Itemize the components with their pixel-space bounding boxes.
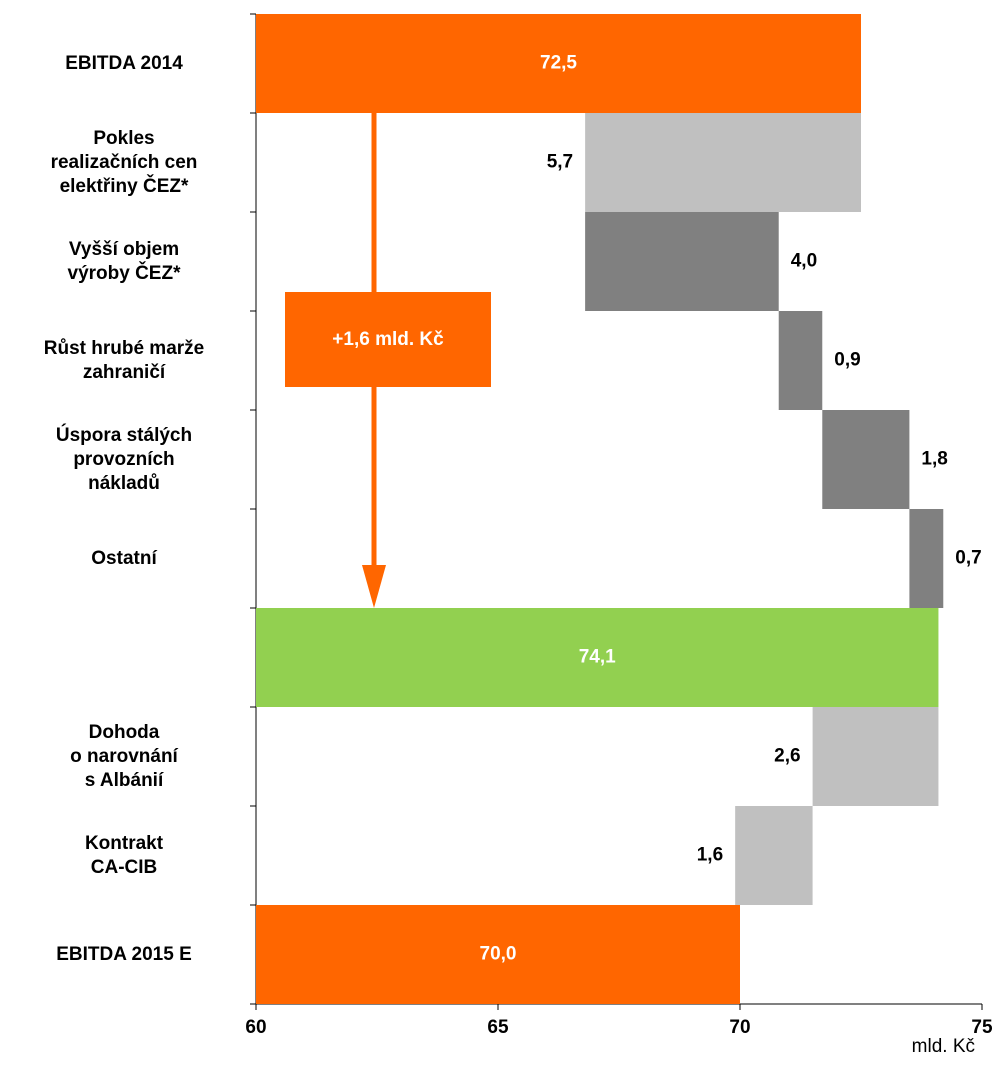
value-label: 70,0 (480, 944, 517, 965)
bar (812, 707, 939, 806)
value-label: 1,6 (697, 845, 723, 866)
x-axis-label: mld. Kč (912, 1036, 975, 1057)
value-label: 1,8 (921, 449, 947, 470)
category-label: Pokles realizačních cen elektřiny ČEZ* (50, 127, 198, 197)
category-label: Růst hrubé marže zahraničí (43, 337, 205, 383)
category-label: Ostatní (91, 547, 157, 569)
bar (256, 608, 939, 707)
category-label: Vyšší objem výroby ČEZ* (67, 238, 181, 284)
annotation-text: +1,6 mld. Kč (332, 329, 444, 350)
category-label: EBITDA 2014 (65, 52, 183, 74)
x-tick-label: 75 (971, 1017, 993, 1038)
value-label: 2,6 (774, 746, 800, 767)
value-label: 4,0 (791, 251, 817, 272)
value-label: 74,1 (579, 647, 616, 668)
bar (585, 113, 861, 212)
bar (778, 311, 823, 410)
category-label: EBITDA 2015 E (56, 943, 192, 965)
category-label: Dohoda o narovnání s Albánií (70, 721, 178, 791)
category-label: Úspora stálých provozních nákladů (55, 424, 193, 494)
x-tick-label: 70 (729, 1017, 750, 1038)
category-label: Kontrakt CA-CIB (84, 832, 164, 878)
bar (909, 509, 944, 608)
bar (822, 410, 910, 509)
value-label: 72,5 (540, 53, 577, 74)
bar (256, 14, 861, 113)
value-label: 5,7 (547, 152, 573, 173)
bar (585, 212, 779, 311)
value-label: 0,7 (955, 548, 981, 569)
x-tick-label: 60 (245, 1017, 266, 1038)
bar (735, 806, 813, 905)
annotation-arrowhead (362, 565, 386, 608)
annotation-box (285, 292, 491, 387)
x-tick-label: 65 (487, 1017, 509, 1038)
value-label: 0,9 (834, 350, 860, 371)
bar (256, 905, 740, 1004)
